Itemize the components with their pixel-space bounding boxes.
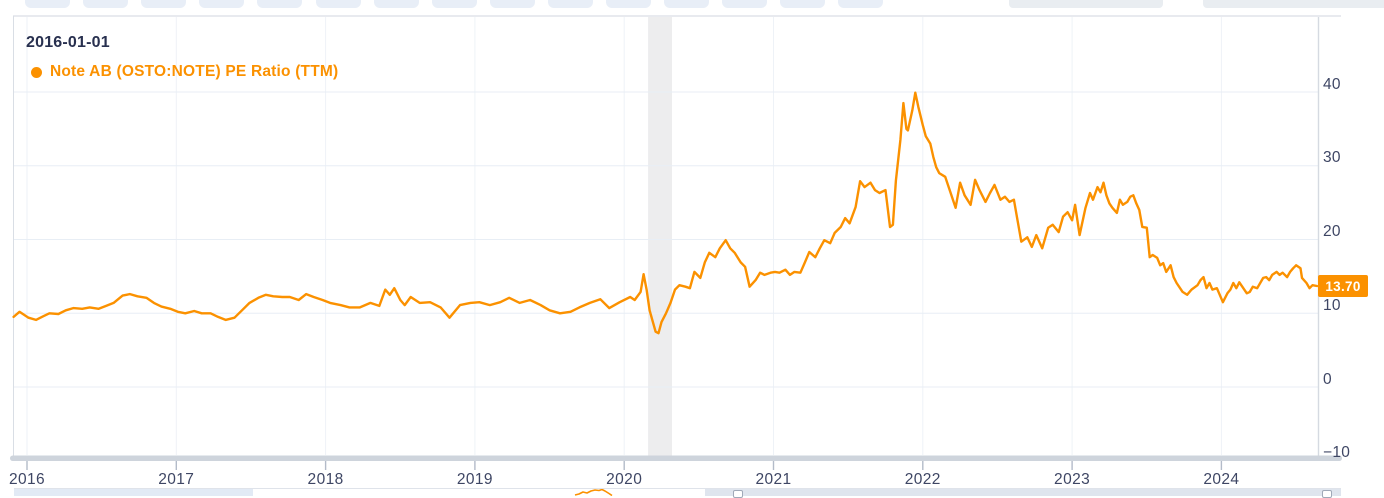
x-axis-label: 2017 (158, 471, 195, 488)
x-axis-label: 2021 (755, 471, 792, 488)
toolbar-button-cutoff[interactable] (25, 0, 70, 8)
toolbar-button-cutoff[interactable] (664, 0, 710, 8)
toolbar-control-cutoff[interactable] (1203, 0, 1384, 8)
toolbar-button-cutoff[interactable] (780, 0, 826, 8)
x-axis-label: 2019 (456, 471, 493, 488)
navigator-sparkline-fragment (574, 488, 613, 496)
toolbar-button-cutoff[interactable] (199, 0, 245, 8)
y-axis-label: −10 (1323, 444, 1351, 462)
navigator-handle[interactable] (1322, 490, 1332, 498)
navigator-mask[interactable] (14, 489, 253, 496)
toolbar-button-cutoff[interactable] (431, 0, 477, 8)
toolbar-button-cutoff[interactable] (257, 0, 303, 8)
last-value-badge: 13.70 (1318, 275, 1368, 297)
y-axis-label: 30 (1323, 149, 1341, 167)
y-axis-label: 10 (1323, 296, 1341, 314)
toolbar-button-cutoff[interactable] (722, 0, 768, 8)
toolbar-button-cutoff[interactable] (373, 0, 419, 8)
toolbar-button-cutoff[interactable] (141, 0, 187, 8)
toolbar-control-cutoff[interactable] (1009, 0, 1163, 8)
x-axis-label: 2022 (904, 471, 941, 488)
x-axis-label: 2024 (1203, 471, 1240, 488)
x-axis-label: 2020 (606, 471, 643, 488)
navigator-mask[interactable] (705, 489, 1341, 496)
navigator-handle[interactable] (733, 490, 743, 498)
toolbar-button-cutoff[interactable] (838, 0, 884, 8)
x-axis-label: 2023 (1054, 471, 1091, 488)
legend-series-label: Note AB (OSTO:NOTE) PE Ratio (TTM) (50, 63, 339, 80)
chart-plot-area[interactable] (14, 17, 1318, 455)
pe-ratio-series-line (12, 91, 1319, 335)
y-axis-label: 20 (1323, 223, 1341, 240)
y-axis-label: 40 (1323, 75, 1341, 93)
toolbar-button-cutoff[interactable] (489, 0, 535, 8)
toolbar-button-cutoff[interactable] (606, 0, 651, 8)
x-axis-bar[interactable] (10, 455, 1342, 462)
toolbar-button-cutoff[interactable] (83, 0, 129, 8)
x-axis-label: 2016 (8, 471, 46, 488)
toolbar-button-cutoff[interactable] (547, 0, 593, 8)
legend-marker-dot (31, 66, 42, 78)
chart-start-date-label: 2016-01-01 (26, 34, 110, 51)
series-legend[interactable]: Note AB (OSTO:NOTE) PE Ratio (TTM) (31, 62, 338, 82)
x-axis-label: 2018 (307, 471, 344, 488)
toolbar-button-cutoff[interactable] (315, 0, 361, 8)
y-axis-label: 0 (1323, 370, 1332, 388)
